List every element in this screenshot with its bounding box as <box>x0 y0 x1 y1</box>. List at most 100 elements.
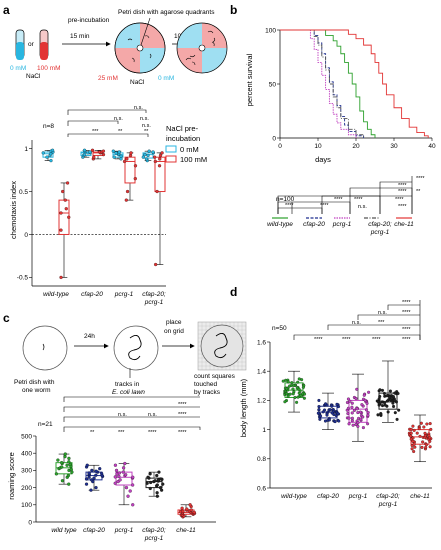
chart-d-point <box>376 413 380 417</box>
chart-c-point <box>153 479 157 483</box>
sig-d-3: **** <box>372 337 381 343</box>
petri-dish-tracks-icon <box>113 325 159 371</box>
chart-a-point <box>153 159 157 164</box>
chart-d-point <box>393 391 397 395</box>
chart-c-point <box>189 508 193 512</box>
chart-a-point <box>67 215 71 219</box>
chart-d-point <box>409 431 413 435</box>
chart-a-point <box>82 148 87 152</box>
dish-label: Petri dish with agarose quadrants <box>118 9 215 16</box>
sig-b-1: **** <box>285 203 294 209</box>
chart-c-xlabel-3: cfap-20; <box>142 527 166 534</box>
chart-d-point <box>424 443 429 447</box>
chart-c-point <box>124 485 129 490</box>
chart-a-xlabel-0: wild-type <box>43 291 69 298</box>
chart-d-point <box>354 422 358 426</box>
chart-d-point <box>429 427 433 431</box>
chart-a-box-body <box>124 156 136 184</box>
chart-a-ytick-label-1: 0 <box>24 232 28 239</box>
nacl-label-dish: NaCl <box>130 79 145 86</box>
chart-c-point <box>66 473 71 478</box>
chart-a-box-body <box>154 156 166 193</box>
chart-d-point <box>365 401 369 405</box>
chart-d-point <box>297 387 301 391</box>
sig-b-2: **** <box>320 203 329 209</box>
chart-a-xlabel-2: pcrg-1 <box>114 291 134 298</box>
chart-d-point <box>382 391 386 395</box>
chart-c-xlabel-4: che-11 <box>176 527 196 534</box>
sig-d-8: n.s. <box>378 310 387 316</box>
chart-a-point <box>65 181 70 185</box>
chart-b-legend-label-2: pcrg-1 <box>332 221 352 228</box>
chart-b-legend-label-0: wild-type <box>267 221 293 228</box>
chart-d-point <box>347 422 351 426</box>
chart-a-point <box>141 155 145 159</box>
chart-c-point <box>180 506 184 510</box>
chart-c-point <box>188 503 192 507</box>
chart-c-point <box>85 463 89 467</box>
preincubation-time: 15 min <box>70 33 90 40</box>
chart-c-point <box>117 471 121 475</box>
chart-b-legend-label-1: cfap-20 <box>303 221 325 228</box>
chart-d-ytick-label-2: 1 <box>262 427 266 434</box>
chart-d-ylabel: body length (mm) <box>239 378 248 437</box>
chart-d-point <box>363 398 367 402</box>
chart-b-significance <box>277 176 413 214</box>
chart-c-point <box>98 467 102 471</box>
chart-d-point <box>415 431 419 435</box>
sig-a-1: *** <box>92 129 99 135</box>
tube-high-icon <box>39 29 49 60</box>
chart-d-point <box>412 449 416 454</box>
chart-d: body length (mm) 0.6 0.8 1 1.2 1.4 1.6 wild-ty… <box>239 300 433 508</box>
panel-label-d: d <box>230 285 237 299</box>
chart-b-series-3 <box>280 29 365 138</box>
chart-b-xtick-label-1: 10 <box>314 143 322 150</box>
chart-d-point <box>380 404 385 408</box>
chart-d-point <box>377 402 381 406</box>
chart-d-point <box>354 396 358 401</box>
chart-c-point <box>124 473 128 477</box>
chart-d-point <box>366 413 370 417</box>
chart-d-point <box>345 400 349 405</box>
chart-d-point <box>428 445 432 449</box>
sig-b-11: **** <box>416 176 425 182</box>
chart-c-point <box>126 494 130 498</box>
chart-a-point <box>125 157 129 161</box>
chart-d-point <box>409 427 413 431</box>
chart-d-box-0-0 <box>281 370 307 413</box>
chart-c-point <box>155 483 159 487</box>
chart-d-point <box>420 445 424 449</box>
sig-d-2: **** <box>342 337 351 343</box>
tube-low-icon <box>15 29 25 60</box>
chart-b-n-label: n=100 <box>276 196 295 203</box>
chart-c-ytick-label-0: 0 <box>28 519 32 526</box>
chart-c-point <box>54 472 59 476</box>
chart-d-point <box>383 400 387 405</box>
chart-d-point <box>367 390 371 394</box>
chart-d-point <box>346 397 350 401</box>
chart-a-box-1-2 <box>122 151 138 202</box>
chart-d-point <box>348 399 352 403</box>
chart-c-point <box>60 479 65 483</box>
chart-c-point <box>87 471 91 475</box>
chart-a-point <box>50 148 55 152</box>
chart-d-point <box>360 403 364 407</box>
conc-low-label: 0 mM <box>10 65 26 72</box>
chart-c-point <box>84 477 89 481</box>
chart-d-point <box>358 410 362 414</box>
chart-d-point <box>428 422 432 426</box>
sig-b-3: **** <box>334 197 343 203</box>
chart-d-point <box>356 424 360 428</box>
chart-a-point <box>158 157 162 161</box>
chart-c-point <box>94 473 98 477</box>
sig-b-9: **** <box>398 183 407 189</box>
chart-c-point <box>131 483 135 487</box>
chart-a-point <box>124 198 128 202</box>
chart-d-point <box>288 392 292 396</box>
chart-a-point <box>82 152 87 157</box>
chart-c-point <box>94 485 98 490</box>
legend-title-1: NaCl pre- <box>166 124 199 133</box>
chart-d-xlabel-3: pcrg-1 <box>378 501 398 508</box>
sig-a-6: n.s. <box>134 105 143 111</box>
